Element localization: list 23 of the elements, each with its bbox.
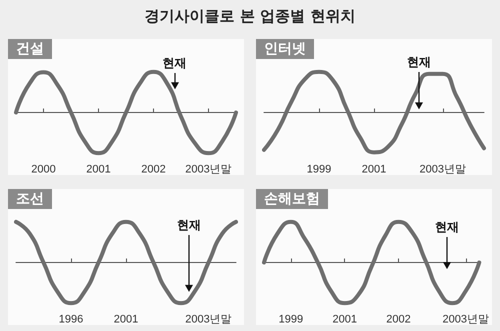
x-tick-label: 2003년말 (420, 164, 466, 176)
x-tick-label: 2001 (362, 164, 386, 176)
chart-title: 인터넷 (264, 41, 306, 57)
text: 현재 (406, 54, 432, 70)
x-tick-label: 2003년말 (442, 314, 490, 326)
text: 현재 (162, 56, 188, 71)
chart-title: 손해보험 (264, 191, 320, 207)
x-tick-label: 2003년말 (185, 314, 232, 326)
text: 경기사이클로 본 업종별 현위치 (144, 6, 356, 27)
x-tick-label: 1999 (306, 164, 332, 176)
x-tick-label: 2002 (141, 164, 166, 176)
x-tick-label: 2003년말 (185, 164, 232, 176)
x-tick-label: 1999 (278, 314, 304, 326)
chart-title: 건설 (16, 41, 44, 57)
x-tick-label: 2000 (31, 164, 56, 176)
x-tick-label: 2001 (86, 164, 111, 176)
annotation: 현재 (176, 218, 202, 233)
annotation: 현재 (434, 220, 460, 236)
x-tick-label: 1996 (58, 314, 84, 326)
x-tick-label: 2001 (114, 314, 138, 326)
chart-title: 조선 (16, 191, 44, 207)
x-tick-label: 2002 (386, 314, 411, 326)
x-tick-label: 2001 (332, 314, 357, 326)
